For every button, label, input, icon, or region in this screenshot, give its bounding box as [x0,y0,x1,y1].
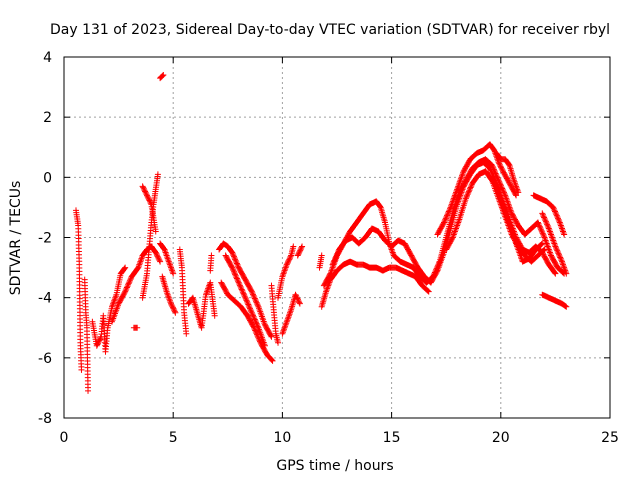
grid [64,57,610,418]
track-26 [486,174,546,265]
track-6 [139,183,159,235]
data-markers [530,192,568,238]
track-20 [316,252,325,271]
data-markers [434,141,520,238]
data-markers [157,72,167,82]
x-tick-label: 25 [601,430,619,446]
x-tick-label: 15 [383,430,401,446]
data-markers [73,207,85,373]
data-markers [139,171,161,301]
track-15 [222,252,268,349]
track-30 [539,291,570,310]
data-markers [207,252,215,274]
data-markers [176,246,190,337]
track-18 [279,291,303,337]
track-24 [434,141,520,238]
data-markers [318,258,432,310]
data-markers [222,252,268,349]
data-markers [486,174,546,265]
y-tick-label: 4 [43,50,52,66]
track-0 [73,207,85,373]
x-tick-label: 20 [492,430,510,446]
y-tick-label: -6 [38,351,52,367]
track-2 [89,264,129,355]
track-13 [216,240,275,340]
data-markers [539,210,570,277]
data-markers [89,264,129,355]
data-markers [268,282,282,346]
axis-ticks: 0 5 10 15 20 25 -8 -6 -4 -2 0 2 4 [38,50,619,446]
track-10 [176,246,190,337]
track-19 [294,243,306,259]
track-12 [207,252,215,274]
track-1 [81,276,92,394]
data-markers [294,243,306,259]
data-markers [216,240,275,340]
data-markers [218,279,276,364]
data-markers [493,150,522,196]
data-markers [130,324,141,331]
data-points [73,72,570,394]
track-11 [185,279,218,331]
data-markers [316,252,325,271]
track-14 [218,279,276,364]
x-tick-label: 5 [169,430,178,446]
data-markers [81,276,92,394]
data-markers [279,291,303,337]
data-markers [159,273,179,316]
track-27 [493,150,522,196]
track-17 [275,243,297,301]
y-tick-label: 2 [43,110,52,126]
chart-title: Day 131 of 2023, Sidereal Day-to-day VTE… [50,22,610,38]
track-28 [530,192,568,238]
track-9 [157,72,167,82]
data-markers [139,183,159,235]
track-3 [130,324,141,331]
track-29 [539,210,570,277]
track-5 [139,171,161,301]
data-markers [539,291,570,310]
track-21 [318,258,432,310]
track-8 [159,273,179,316]
track-7 [157,240,177,277]
track-16 [268,282,282,346]
data-markers [157,240,177,277]
y-axis-label: SDTVAR / TECUs [8,181,24,296]
y-tick-label: 0 [43,170,52,186]
y-tick-label: -2 [38,231,52,247]
y-tick-label: -4 [38,291,52,307]
y-tick-label: -8 [38,411,52,427]
data-markers [275,243,297,301]
x-axis-label: GPS time / hours [276,458,393,474]
data-markers [185,279,218,331]
x-tick-label: 0 [60,430,69,446]
x-tick-label: 10 [273,430,291,446]
